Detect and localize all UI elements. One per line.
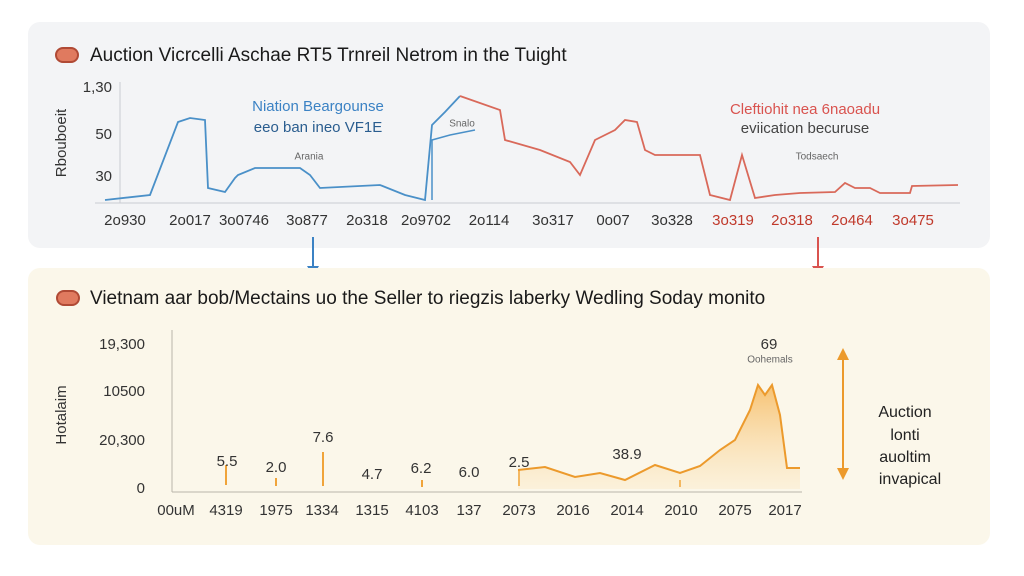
arrow-head xyxy=(837,468,849,480)
x-tick-label: 2075 xyxy=(718,502,751,519)
side-note: auoltim xyxy=(879,449,931,466)
y-tick-label: 50 xyxy=(95,126,112,143)
x-tick-label: 3o877 xyxy=(286,212,328,229)
point-label: 2.5 xyxy=(509,454,530,471)
point-label: 7.6 xyxy=(313,429,334,446)
x-tick-label: 2o464 xyxy=(831,212,873,229)
x-tick-label: 2o318 xyxy=(346,212,388,229)
y-axis-label: Rbouboeit xyxy=(53,108,70,177)
blue-line xyxy=(104,95,461,202)
x-tick-label: 3o319 xyxy=(712,212,754,229)
panel-title: Vietnam aar bob/Mectains uo the Seller t… xyxy=(90,288,765,309)
panel-icon xyxy=(55,47,79,63)
panel-title: Auction Vicrcelli Aschae RT5 Trnreil Net… xyxy=(90,45,567,66)
y-tick-label: 1,30 xyxy=(83,79,112,96)
x-tick-label: 4103 xyxy=(405,502,438,519)
x-tick-label: 3o0746 xyxy=(219,212,269,229)
point-label: 5.5 xyxy=(217,453,238,470)
x-tick-label: 4319 xyxy=(209,502,242,519)
x-tick-label: 2o318 xyxy=(771,212,813,229)
x-tick-label: 137 xyxy=(456,502,481,519)
point-label: 69 xyxy=(761,336,778,353)
x-tick-label: 2o930 xyxy=(104,212,146,229)
y-tick-label: 30 xyxy=(95,168,112,185)
red-line xyxy=(459,95,959,202)
annotation: Snalo xyxy=(449,119,475,130)
annotation: Niation Beargounse xyxy=(252,98,384,115)
annotation: eviication becuruse xyxy=(741,120,869,137)
x-tick-label: 00uM xyxy=(157,502,195,519)
top-panel xyxy=(28,22,990,248)
y-tick-label: 0 xyxy=(137,480,145,497)
y-axis-label: Hotalaim xyxy=(53,385,70,444)
point-label: 2.0 xyxy=(266,459,287,476)
orange-area xyxy=(518,385,800,489)
x-tick-label: 2o9702 xyxy=(401,212,451,229)
point-label: 4.7 xyxy=(362,466,383,483)
x-tick-label: 2016 xyxy=(556,502,589,519)
point-label: 6.2 xyxy=(411,460,432,477)
blue-line-segment xyxy=(431,129,476,200)
x-tick-labels: 00uM 4319 1975 1334 1315 4103 137 2073 2016 2014 2… xyxy=(157,502,801,519)
side-note: Auction xyxy=(878,404,931,421)
annotation: Arania xyxy=(295,152,324,163)
x-tick-labels: 2o930 2o017 3o0746 3o877 2o318 2o9702 2o114 3o3… xyxy=(104,212,934,229)
panel-icon xyxy=(56,290,80,306)
x-tick-label: 2073 xyxy=(502,502,535,519)
annotation: Cleftiohit nea 6naoadu xyxy=(730,101,880,118)
annotation: Oohemals xyxy=(747,355,793,366)
x-tick-label: 1334 xyxy=(305,502,338,519)
side-note: lonti xyxy=(890,427,919,444)
x-tick-label: 2017 xyxy=(768,502,801,519)
x-tick-label: 2o114 xyxy=(469,212,510,229)
x-tick-label: 3o328 xyxy=(651,212,693,229)
arrow-head xyxy=(837,348,849,360)
orange-line xyxy=(517,382,800,482)
annotation: eeo ban ineo VF1E xyxy=(254,119,382,136)
point-label: 38.9 xyxy=(612,446,641,463)
x-tick-label: 3o317 xyxy=(532,212,574,229)
x-tick-label: 0o07 xyxy=(596,212,629,229)
x-tick-label: 2010 xyxy=(664,502,697,519)
x-tick-label: 3o475 xyxy=(892,212,934,229)
x-tick-label: 1315 xyxy=(355,502,388,519)
y-tick-label: 20,300 xyxy=(99,432,145,449)
annotation: Todsaech xyxy=(796,152,839,163)
point-label: 6.0 xyxy=(459,464,480,481)
side-note: invapical xyxy=(879,471,941,488)
y-tick-label: 10500 xyxy=(103,383,145,400)
y-tick-label: 19,300 xyxy=(99,336,145,353)
x-tick-label: 2o017 xyxy=(169,212,211,229)
x-tick-label: 1975 xyxy=(259,502,292,519)
x-tick-label: 2014 xyxy=(610,502,643,519)
